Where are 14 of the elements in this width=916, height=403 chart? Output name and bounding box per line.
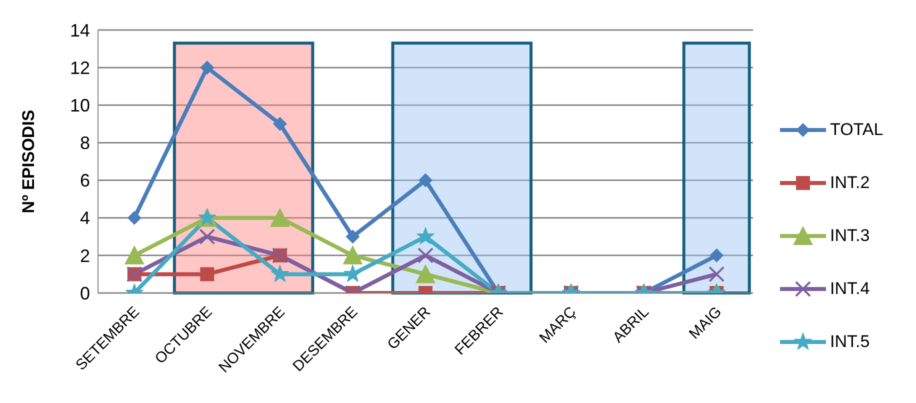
y-tick-label: 12	[70, 58, 90, 78]
legend-label: INT.4	[830, 278, 870, 298]
y-tick-label: 2	[80, 246, 90, 266]
legend-label: INT.2	[830, 172, 870, 192]
y-tick-label: 0	[80, 283, 90, 304]
legend-label: INT.5	[830, 332, 870, 352]
legend-label: TOTAL	[830, 120, 884, 140]
y-tick-label: 10	[70, 96, 90, 116]
legend-label: INT.3	[830, 226, 870, 246]
y-tick-label: 4	[80, 208, 90, 228]
y-axis-title: Nº EPISODIS	[19, 110, 38, 214]
y-tick-label: 8	[80, 133, 90, 154]
y-tick-label: 14	[70, 20, 90, 40]
y-tick-label: 6	[80, 170, 90, 191]
